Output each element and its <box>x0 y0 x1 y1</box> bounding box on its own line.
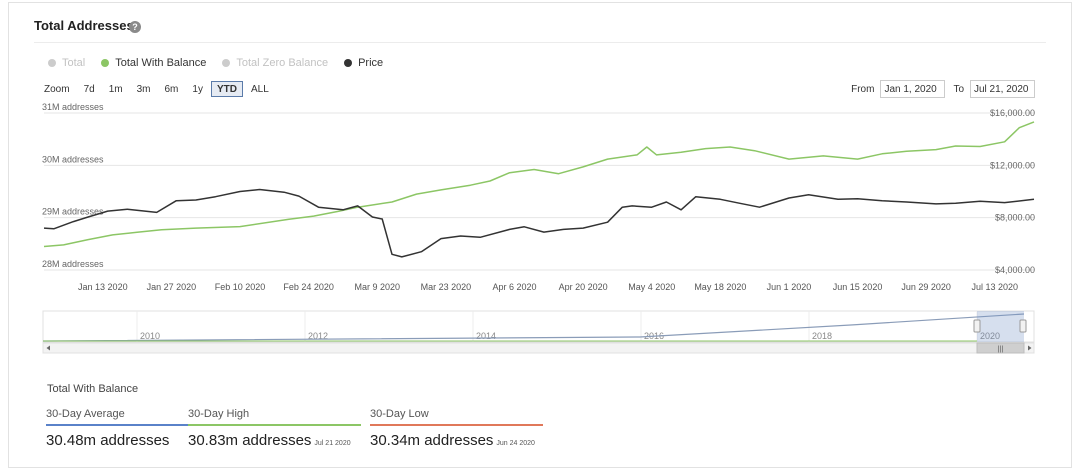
stats-title: Total With Balance <box>47 383 139 395</box>
stat-value: 30.83m addresses <box>188 432 312 449</box>
y-right-tick-label: $4,000.00 <box>995 265 1035 275</box>
zoom-controls: Zoom 7d 1m 3m 6m 1y YTD ALL <box>44 81 277 97</box>
legend-label: Total With Balance <box>115 57 207 69</box>
legend-dot-icon <box>222 59 231 67</box>
arrow-right-icon[interactable] <box>1028 345 1032 351</box>
from-date-input[interactable] <box>880 80 946 98</box>
to-date-input[interactable] <box>970 80 1035 98</box>
chart-legend: Total Total With Balance Total Zero Bala… <box>48 56 399 70</box>
navigator-panel <box>42 310 1035 343</box>
stat-label: 30-Day Average <box>46 408 219 426</box>
zoom-button-3m[interactable]: 3m <box>136 84 151 95</box>
legend-item-total-zero-balance[interactable]: Total Zero Balance <box>222 57 328 69</box>
navigator-series-line <box>42 313 1025 342</box>
y-right-tick-label: $16,000.00 <box>990 108 1035 118</box>
grip-icon: ||| <box>998 346 1004 353</box>
stat-value-row: 30.83m addresses Jul 21 2020 <box>188 432 361 449</box>
navigator-left-handle[interactable] <box>973 319 981 333</box>
chart-card <box>8 2 1072 468</box>
zoom-button-ytd[interactable]: YTD <box>210 81 243 97</box>
x-tick-label: Jan 13 2020 <box>78 282 128 292</box>
navigator-year-label: 2012 <box>308 331 328 341</box>
x-tick-label: Jul 13 2020 <box>972 282 1019 292</box>
from-label: From <box>851 83 875 95</box>
stat-value-row: 30.48m addresses <box>46 432 219 449</box>
to-label: To <box>953 83 964 95</box>
stat-value-row: 30.34m addresses Jun 24 2020 <box>370 432 543 449</box>
legend-label: Total Zero Balance <box>236 57 329 69</box>
stat-30-day-high: 30-Day High 30.83m addresses Jul 21 2020 <box>188 408 361 449</box>
stat-date: Jun 24 2020 <box>496 440 535 447</box>
y-left-tick-label: 31M addresses <box>42 102 104 112</box>
legend-label: Total <box>62 57 86 69</box>
legend-dot-icon <box>344 59 353 67</box>
zoom-button-1y[interactable]: 1y <box>192 84 203 95</box>
navigator-selection <box>977 311 1024 342</box>
stat-30-day-average: 30-Day Average 30.48m addresses <box>46 408 219 449</box>
x-tick-label: Jun 1 2020 <box>767 282 812 292</box>
x-tick-label: May 18 2020 <box>694 282 746 292</box>
x-tick-label: Jun 29 2020 <box>901 282 951 292</box>
series-line-total-with-balance <box>43 121 1035 248</box>
legend-dot-icon <box>101 59 110 67</box>
legend-label: Price <box>358 57 384 69</box>
arrow-left-icon[interactable] <box>46 345 51 351</box>
x-tick-label: Mar 9 2020 <box>355 282 401 292</box>
x-tick-label: Apr 6 2020 <box>492 282 536 292</box>
stat-date: Jul 21 2020 <box>314 440 351 447</box>
scrollbar-track[interactable] <box>42 342 1035 354</box>
zoom-button-all[interactable]: ALL <box>250 84 269 95</box>
stat-label: 30-Day High <box>188 408 361 426</box>
navigator-year-label: 2020 <box>980 331 1000 341</box>
date-range: From To <box>843 80 1035 98</box>
stat-label: 30-Day Low <box>370 408 543 426</box>
x-tick-label: Mar 23 2020 <box>421 282 472 292</box>
zoom-label: Zoom <box>44 83 70 95</box>
x-tick-label: Feb 24 2020 <box>283 282 334 292</box>
title-divider <box>34 42 1046 43</box>
legend-dot-icon <box>48 59 56 67</box>
navigator-year-label: 2018 <box>812 331 832 341</box>
zoom-button-6m[interactable]: 6m <box>164 84 179 95</box>
legend-item-price[interactable]: Price <box>344 57 383 69</box>
page-title: Total Addresses <box>34 18 134 33</box>
y-left-tick-label: 30M addresses <box>42 154 104 164</box>
scrollbar-thumb[interactable] <box>976 342 1025 354</box>
question-circle-icon[interactable]: ? <box>129 21 141 33</box>
legend-item-total[interactable]: Total <box>48 57 85 69</box>
x-tick-label: Apr 20 2020 <box>559 282 608 292</box>
x-tick-label: Jun 15 2020 <box>833 282 883 292</box>
navigator-right-handle[interactable] <box>1019 319 1027 333</box>
x-tick-label: May 4 2020 <box>628 282 675 292</box>
navigator-year-label: 2014 <box>476 331 496 341</box>
zoom-button-1m[interactable]: 1m <box>108 84 123 95</box>
y-right-tick-label: $8,000.00 <box>995 213 1035 223</box>
y-left-tick-label: 29M addresses <box>42 207 104 217</box>
navigator-year-label: 2010 <box>140 331 160 341</box>
stat-value: 30.48m addresses <box>46 432 170 449</box>
zoom-button-7d[interactable]: 7d <box>83 84 95 95</box>
stat-value: 30.34m addresses <box>370 432 494 449</box>
series-line-price <box>43 188 1035 258</box>
stat-30-day-low: 30-Day Low 30.34m addresses Jun 24 2020 <box>370 408 543 449</box>
y-left-tick-label: 28M addresses <box>42 259 104 269</box>
x-tick-label: Feb 10 2020 <box>215 282 266 292</box>
x-tick-label: Jan 27 2020 <box>147 282 197 292</box>
y-right-tick-label: $12,000.00 <box>990 160 1035 170</box>
legend-item-total-with-balance[interactable]: Total With Balance <box>101 57 206 69</box>
